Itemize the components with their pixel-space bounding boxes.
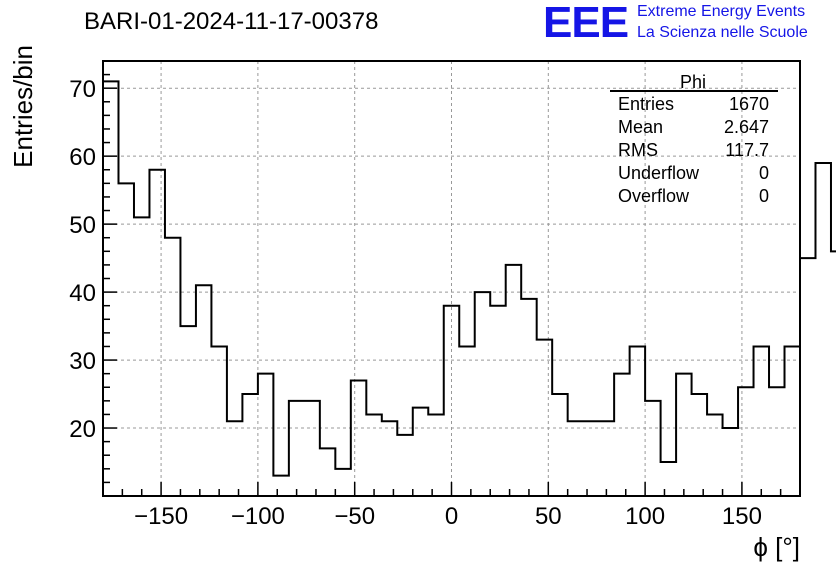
stats-value: 1670 [729, 94, 769, 114]
stats-value: 117.7 [725, 140, 769, 160]
y-tick-label: 50 [69, 212, 96, 239]
stats-value: 0 [759, 186, 769, 206]
stats-label: RMS [618, 140, 658, 160]
x-tick-label: 0 [445, 503, 458, 530]
y-tick-label: 40 [69, 280, 96, 307]
x-tick-label: 100 [625, 503, 665, 530]
x-tick-label: 50 [535, 503, 562, 530]
x-tick-label: −150 [134, 503, 188, 530]
histogram-series [102, 80, 836, 496]
grid-lines [103, 61, 800, 496]
chart-title: BARI-01-2024-11-17-00378 [84, 8, 379, 35]
logo-tagline-1: Extreme Energy Events [637, 3, 806, 20]
x-tick-label: −100 [231, 503, 285, 530]
stats-label: Mean [618, 117, 663, 137]
y-axis-label: Entries/bin [8, 45, 38, 168]
y-tick-label: 30 [69, 348, 96, 375]
x-tick-label: −50 [334, 503, 375, 530]
y-tick-label: 60 [69, 144, 96, 171]
x-axis: −150 −100 −50 0 50 100 150 [102, 482, 801, 530]
stats-title: Phi [680, 72, 706, 92]
y-tick-label: 20 [69, 416, 96, 443]
logo-tagline-2: La Scienza nelle Scuole [637, 24, 808, 41]
stats-value: 0 [759, 163, 769, 183]
stats-label: Overflow [618, 186, 690, 206]
stats-value: 2.647 [724, 117, 769, 137]
x-axis-label: ϕ [°] [753, 532, 800, 562]
y-axis: 20 30 40 50 60 70 [69, 73, 117, 484]
stats-label: Entries [618, 94, 674, 114]
x-tick-label: 150 [722, 503, 762, 530]
eee-logo: EEE [543, 0, 629, 47]
y-tick-label: 70 [69, 76, 96, 103]
stats-box: Phi Entries 1670 Mean 2.647 RMS 117.7 Underflo… [610, 72, 778, 206]
stats-label: Underflow [618, 163, 700, 183]
